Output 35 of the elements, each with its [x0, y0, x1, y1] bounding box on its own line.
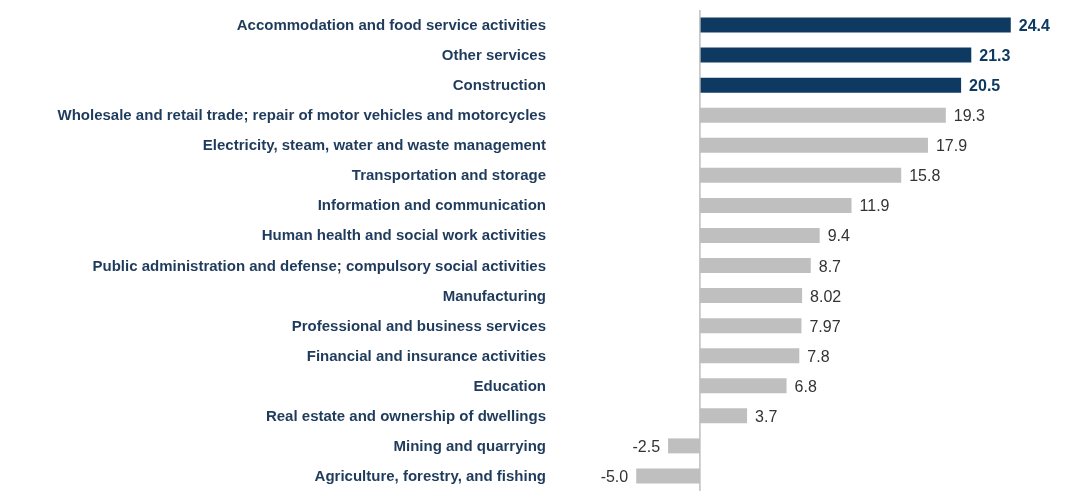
- data-label: 19.3: [953, 107, 986, 125]
- bar: [699, 77, 962, 93]
- data-label: 11.9: [859, 197, 890, 215]
- data-label: -2.5: [632, 437, 661, 455]
- data-label: 21.3: [979, 47, 1011, 65]
- y-tick-label: Real estate and ownership of dwellings: [265, 406, 546, 424]
- y-tick-label: Agriculture, forestry, and fishing: [314, 466, 546, 484]
- bar: [699, 47, 972, 63]
- y-tick-label: Public administration and defense; compulsory social activities: [92, 256, 546, 274]
- data-label: 15.8: [909, 167, 941, 185]
- y-tick-label: Accommodation and food service activities: [236, 16, 546, 34]
- data-label: 6.8: [794, 377, 817, 395]
- data-label: 9.4: [827, 227, 851, 245]
- data-label: 7.8: [807, 347, 830, 365]
- data-label: 8.7: [818, 257, 842, 275]
- data-label: 3.7: [755, 407, 778, 425]
- y-tick-label: Transportation and storage: [351, 166, 546, 184]
- y-tick-label: Education: [473, 376, 546, 394]
- data-label: 17.9: [935, 137, 968, 155]
- y-tick-label: Mining and quarrying: [393, 436, 546, 454]
- y-tick-label: Financial and insurance activities: [306, 346, 546, 364]
- y-tick-label: Professional and business services: [291, 316, 546, 334]
- y-tick-label: Electricity, steam, water and waste management: [202, 136, 546, 154]
- data-label: 24.4: [1018, 17, 1051, 35]
- data-label: -5.0: [600, 467, 629, 485]
- y-tick-label: Wholesale and retail trade; repair of motor vehicles and motorcycles: [57, 106, 546, 124]
- bar: [699, 17, 1011, 33]
- y-tick-label: Manufacturing: [442, 286, 546, 304]
- y-tick-label: Construction: [452, 76, 546, 94]
- y-tick-label: Human health and social work activities: [261, 226, 546, 244]
- data-label: 8.02: [810, 287, 842, 305]
- data-label: 20.5: [969, 77, 1001, 95]
- data-label: 7.97: [809, 317, 841, 335]
- y-tick-label: Information and communication: [317, 196, 546, 214]
- y-tick-label: Other services: [441, 46, 546, 64]
